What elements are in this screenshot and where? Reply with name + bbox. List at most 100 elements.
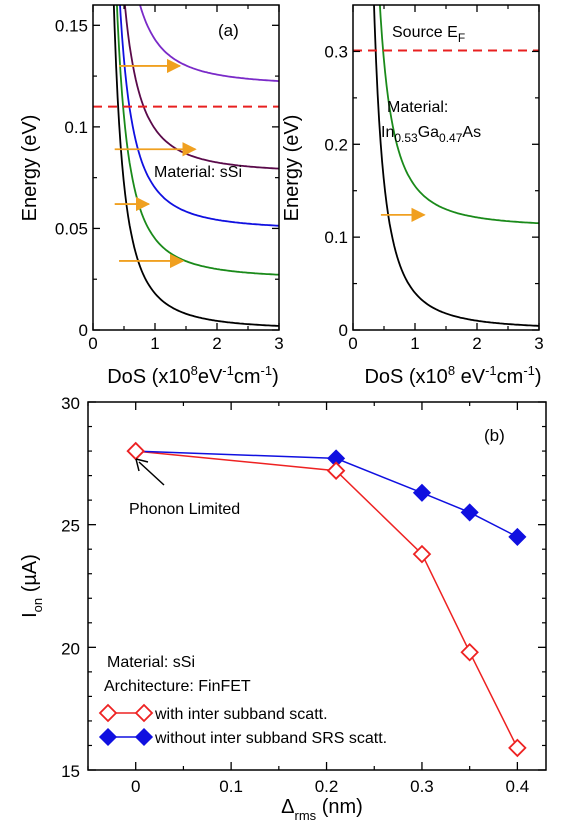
panel-b-data-point-1 xyxy=(460,503,479,522)
panel-a2-xlabel-part3: cm xyxy=(497,366,524,388)
fermi-label-sub: F xyxy=(458,31,465,45)
panel-b-y-axis-label: Ion (µA) xyxy=(19,554,45,618)
panel-a2-curve-black xyxy=(373,5,539,327)
panel-a-x-tick-label: 2 xyxy=(212,334,221,353)
panel-a2-material-line1: Material: xyxy=(387,99,448,116)
panel-a-x-tick-label: 0 xyxy=(88,334,97,353)
ylabel-unit: (µA) xyxy=(19,554,41,598)
xlabel-sub: rms xyxy=(295,808,317,823)
panel-a-y-tick-label: 0.05 xyxy=(55,219,88,238)
panel-a-x-tick-label: 1 xyxy=(150,334,159,353)
panel-a-xlabel-part4: ) xyxy=(272,366,279,388)
panel-b-series-line-0 xyxy=(135,450,519,749)
legend-label-without-inter: without inter subband SRS scatt. xyxy=(154,730,387,747)
panel-b-info-architecture: Architecture: FinFET xyxy=(104,678,251,695)
panel-b: 0 0.1 0.2 0.3 0.4 15 20 25 30 (b) Phonon Limited… xyxy=(19,394,547,823)
panel-a2-x-tick-label: 0 xyxy=(348,334,357,353)
panel-b-y-tick-label: 30 xyxy=(61,394,80,413)
material-as: As xyxy=(462,124,481,141)
panel-b-frame xyxy=(87,401,547,771)
ylabel-sub: on xyxy=(30,598,45,612)
legend-entry-with-inter: with inter subband scatt. xyxy=(98,703,328,723)
panel-b-y-tick-label: 20 xyxy=(61,639,80,658)
material-ga-sub: 0.47 xyxy=(439,131,463,145)
panel-b-y-tick-label: 15 xyxy=(61,762,80,781)
panel-a-y-axis-label: Energy (eV) xyxy=(19,115,41,222)
panel-b-x-tick-label: 0.2 xyxy=(315,777,339,796)
panel-b-label: (b) xyxy=(484,426,505,445)
panel-b-data-point-0 xyxy=(126,441,145,461)
panel-b-y-tick-label: 25 xyxy=(61,517,80,536)
panel-a2-x-tick-label: 3 xyxy=(534,334,543,353)
phonon-limited-annotation: Phonon Limited xyxy=(129,501,240,518)
panel-b-data-point-0 xyxy=(508,738,527,758)
panel-a-curve-dark_purple xyxy=(124,5,279,170)
panel-a2-curve-green xyxy=(378,5,539,225)
panel-a-material-label: Material: sSi xyxy=(154,164,242,181)
legend-marker-with-inter-1 xyxy=(98,703,118,723)
panel-b-data-point-1 xyxy=(412,483,432,502)
legend-marker-without-inter-2 xyxy=(134,727,154,747)
panel-a2-xlabel-part2: eV xyxy=(455,366,486,388)
panel-b-x-axis-label: Δrms (nm) xyxy=(281,796,363,823)
panel-a-curve-blue xyxy=(119,5,279,227)
panel-b-x-tick-label: 0.1 xyxy=(219,777,243,796)
panel-b-ticks: 0 0.1 0.2 0.3 0.4 15 20 25 30 xyxy=(61,394,546,796)
fermi-label-text: Source E xyxy=(392,24,458,41)
panel-a-y-tick-label: 0.15 xyxy=(55,16,88,35)
panel-a2-ticks: 0 1 2 3 0 0.1 0.2 0.3 xyxy=(324,5,544,353)
panel-a-transition-arrows xyxy=(114,58,197,269)
panel-a2-fermi-label: Source EF xyxy=(392,24,465,45)
material-in-sub: 0.53 xyxy=(394,131,418,145)
panel-a2-frame xyxy=(352,4,540,331)
panel-b-data-point-1 xyxy=(508,527,527,546)
panel-a2-y-tick-label: 0 xyxy=(339,321,348,340)
xlabel-unit: (nm) xyxy=(316,796,363,818)
panel-b-x-tick-label: 0.4 xyxy=(506,777,530,796)
panel-a-curve-black xyxy=(112,5,279,327)
phonon-limited-arrow xyxy=(138,461,165,486)
panel-a-xlabel-sup3: -1 xyxy=(261,363,273,378)
panel-a-xlabel-part2: eV xyxy=(198,366,223,388)
panel-a2-xlabel-sup3: -1 xyxy=(523,363,535,378)
panel-a-y-tick-label: 0.1 xyxy=(64,118,88,137)
phonon-limited-arrowhead xyxy=(135,458,149,472)
legend-marker-with-inter-2 xyxy=(134,703,154,723)
panel-b-series-line-1 xyxy=(135,450,518,538)
panel-a2-material-line2: In0.53Ga0.47As xyxy=(381,124,481,145)
material-ga: Ga xyxy=(418,124,439,141)
panel-a2-xlabel-sup1: 8 xyxy=(448,363,455,378)
panel-b-data-point-0 xyxy=(412,544,432,564)
panel-a-xlabel-sup2: -1 xyxy=(222,363,234,378)
panel-a2-x-axis-label: DoS (x108 eV-1cm-1) xyxy=(364,363,541,388)
panel-a-x-axis-label: DoS (x108eV-1cm-1) xyxy=(107,363,279,388)
legend-label-with-inter: with inter subband scatt. xyxy=(154,706,328,723)
panel-a2-xlabel-part1: DoS (x10 xyxy=(364,366,447,388)
panel-a2-x-tick-label: 2 xyxy=(472,334,481,353)
legend: with inter subband scatt. without inter … xyxy=(98,703,387,747)
panel-a-xlabel-sup1: 8 xyxy=(191,363,198,378)
panel-a-ticks: 0 1 2 3 0 0.05 0.1 0.15 xyxy=(55,5,284,353)
panel-a: 0 1 2 3 0 0.05 0.1 0.15 (a) Material: sSi Energ… xyxy=(19,4,284,388)
panel-b-series xyxy=(126,441,527,758)
panel-a2-xlabel-sup2: -1 xyxy=(485,363,497,378)
panel-b-info-material: Material: sSi xyxy=(107,654,195,671)
panel-b-x-tick-label: 0.3 xyxy=(410,777,434,796)
legend-entry-without-inter: without inter subband SRS scatt. xyxy=(98,727,387,747)
panel-a-curve-purple xyxy=(139,5,279,82)
panel-a-y-tick-label: 0 xyxy=(79,321,88,340)
panel-a-xlabel-part1: DoS (x10 xyxy=(107,366,190,388)
panel-a-label: (a) xyxy=(218,21,239,40)
panel-b-x-tick-label: 0 xyxy=(131,777,140,796)
panel-a-curve-green xyxy=(116,5,279,276)
panel-a2-y-tick-label: 0.2 xyxy=(324,135,348,154)
panel-a-x-tick-label: 3 xyxy=(274,334,283,353)
panel-a2-y-tick-label: 0.3 xyxy=(324,42,348,61)
panel-a2-xlabel-part4: ) xyxy=(535,366,542,388)
panel-a-xlabel-part3: cm xyxy=(234,366,261,388)
panel-a2-y-axis-label: Energy (eV) xyxy=(281,115,303,222)
material-in: In xyxy=(381,124,394,141)
panel-b-data-point-0 xyxy=(326,461,346,480)
panel-a2-y-tick-label: 0.1 xyxy=(324,228,348,247)
